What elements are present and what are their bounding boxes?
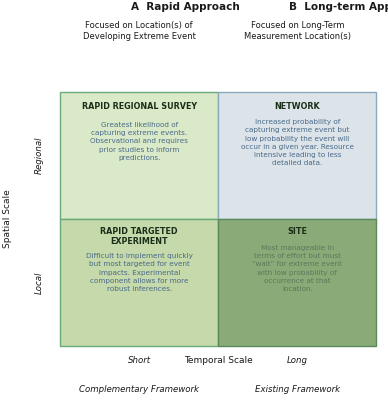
Text: RAPID REGIONAL SURVEY: RAPID REGIONAL SURVEY xyxy=(81,102,197,111)
Text: Most manageable in
terms of effort but must
“wait” for extreme event
with low pr: Most manageable in terms of effort but m… xyxy=(252,245,342,292)
Text: RAPID TARGETED
EXPERIMENT: RAPID TARGETED EXPERIMENT xyxy=(100,227,178,246)
Text: Focused on Long-Term
Measurement Location(s): Focused on Long-Term Measurement Locatio… xyxy=(244,21,351,41)
Text: Long: Long xyxy=(287,356,308,365)
FancyBboxPatch shape xyxy=(218,219,376,346)
Text: Spatial Scale: Spatial Scale xyxy=(3,190,12,248)
Text: Regional: Regional xyxy=(34,137,43,174)
Text: Complementary Framework: Complementary Framework xyxy=(79,386,199,394)
Text: Greatest likelihood of
capturing extreme events.
Observational and requires
prio: Greatest likelihood of capturing extreme… xyxy=(90,122,188,161)
Text: Temporal Scale: Temporal Scale xyxy=(184,356,253,365)
FancyBboxPatch shape xyxy=(218,92,376,219)
Text: A: A xyxy=(131,2,139,12)
FancyBboxPatch shape xyxy=(60,219,218,346)
Text: Focused on Location(s) of
Developing Extreme Event: Focused on Location(s) of Developing Ext… xyxy=(83,21,196,41)
Text: Short: Short xyxy=(128,356,151,365)
FancyBboxPatch shape xyxy=(60,92,218,219)
Text: Existing Framework: Existing Framework xyxy=(255,386,340,394)
Text: Increased probability of
capturing extreme event but
low probability the event w: Increased probability of capturing extre… xyxy=(241,119,354,166)
Text: B: B xyxy=(289,2,297,12)
Text: Local: Local xyxy=(34,271,43,294)
Text: Difficult to implement quickly
but most targeted for event
impacts. Experimental: Difficult to implement quickly but most … xyxy=(86,253,192,292)
Text: Long-term Approach: Long-term Approach xyxy=(297,2,388,12)
Text: NETWORK: NETWORK xyxy=(274,102,320,111)
Text: Rapid Approach: Rapid Approach xyxy=(139,2,240,12)
Text: SITE: SITE xyxy=(288,227,307,236)
